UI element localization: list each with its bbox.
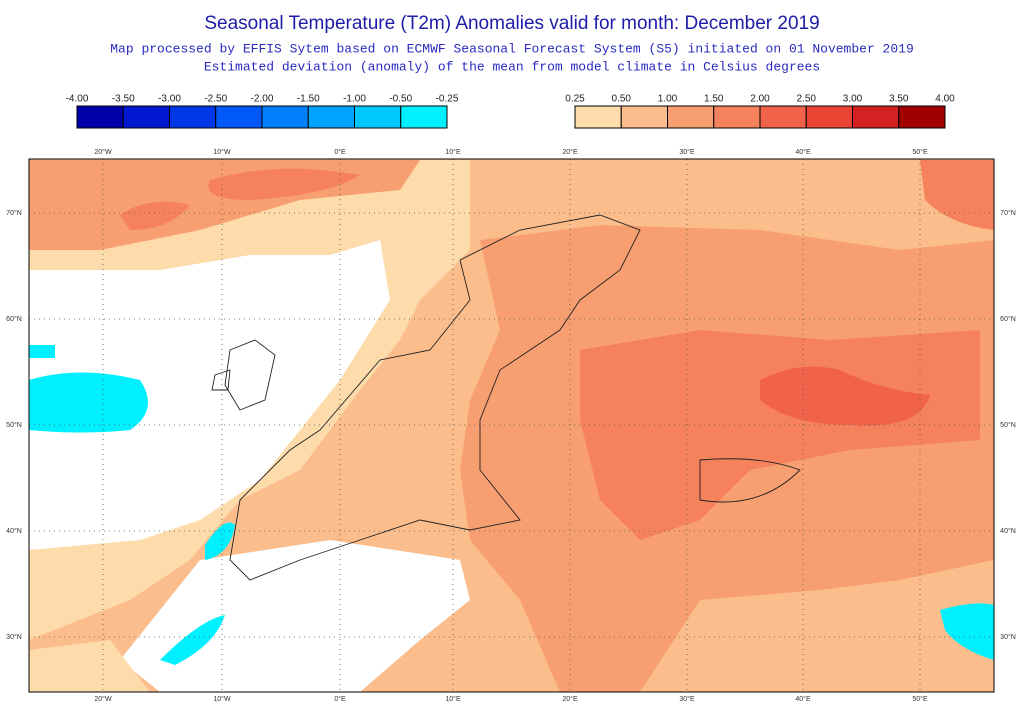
anomaly-field — [29, 345, 55, 358]
legend-swatch — [169, 105, 217, 129]
legend-swatch — [805, 105, 853, 129]
lon-label: 20°E — [562, 695, 578, 703]
legend-label: 3.00 — [843, 94, 863, 105]
legend-swatch — [620, 105, 668, 129]
legend-label: 2.50 — [797, 94, 817, 105]
anomaly-field — [205, 522, 235, 560]
lon-label: 50°E — [912, 695, 928, 703]
graticule — [29, 159, 994, 692]
anomaly-field — [29, 640, 150, 692]
legend-swatch — [76, 105, 124, 129]
legend-swatch — [307, 105, 355, 129]
legend-label: -0.25 — [436, 94, 459, 105]
legend-swatch — [261, 105, 309, 129]
legend-label: -2.00 — [251, 94, 274, 105]
lat-label: 40°N — [1000, 527, 1016, 535]
lon-label: 20°E — [562, 148, 578, 156]
subtitle: Estimated deviation (anomaly) of the mea… — [204, 59, 820, 74]
lat-label: 70°N — [6, 209, 22, 217]
lon-label: 30°E — [679, 695, 695, 703]
legend-swatch — [713, 105, 761, 129]
subtitle: Map processed by EFFIS Sytem based on EC… — [110, 41, 914, 56]
legend-label: 0.50 — [612, 94, 632, 105]
legend-swatch — [400, 105, 448, 129]
lon-label: 0°E — [334, 148, 346, 156]
legend-swatch — [215, 105, 263, 129]
lat-label: 50°N — [1000, 421, 1016, 429]
legend-label: 1.00 — [658, 94, 678, 105]
lon-label: 10°E — [445, 695, 461, 703]
legend-label: 4.00 — [935, 94, 955, 105]
anomaly-field — [940, 603, 994, 660]
lon-label: 40°E — [795, 695, 811, 703]
lon-label: 50°E — [912, 148, 928, 156]
lat-label: 70°N — [1000, 209, 1016, 217]
lon-label: 20°W — [94, 695, 112, 703]
legend-label: 0.25 — [565, 94, 585, 105]
legend-swatch — [574, 105, 622, 129]
legend-swatch — [122, 105, 170, 129]
lat-label: 50°N — [6, 421, 22, 429]
lon-label: 40°E — [795, 148, 811, 156]
lat-label: 30°N — [6, 633, 22, 641]
map-area — [29, 159, 994, 692]
legend-label: -1.50 — [297, 94, 320, 105]
legend-label: -0.50 — [389, 94, 412, 105]
lon-label: 30°E — [679, 148, 695, 156]
lon-label: 0°E — [334, 695, 346, 703]
legend-swatch — [667, 105, 715, 129]
lat-label: 60°N — [1000, 315, 1016, 323]
lat-label: 60°N — [6, 315, 22, 323]
legend-label: -3.00 — [158, 94, 181, 105]
title: Seasonal Temperature (T2m) Anomalies val… — [204, 13, 819, 34]
legend-label: 1.50 — [704, 94, 724, 105]
lat-label: 30°N — [1000, 633, 1016, 641]
anomaly-field — [208, 168, 360, 200]
anomaly-field — [760, 366, 930, 426]
legend-swatch — [759, 105, 807, 129]
lon-label: 10°W — [213, 695, 231, 703]
anomaly-field — [120, 540, 470, 692]
lat-label: 40°N — [6, 527, 22, 535]
anomaly-field — [580, 330, 980, 540]
coastline — [211, 214, 801, 581]
map-frame — [28, 158, 995, 693]
anomaly-field — [920, 160, 994, 230]
lon-label: 20°W — [94, 148, 112, 156]
legend-label: -4.00 — [66, 94, 89, 105]
legend-swatch — [852, 105, 900, 129]
anomaly-field — [29, 240, 390, 550]
anomaly-field — [120, 201, 190, 230]
anomaly-field — [29, 372, 148, 433]
legend-label: -2.50 — [204, 94, 227, 105]
legend-swatch — [898, 105, 946, 129]
legend-label: 3.50 — [889, 94, 909, 105]
lon-label: 10°W — [213, 148, 231, 156]
legend-swatch — [354, 105, 402, 129]
legend-label: -1.00 — [343, 94, 366, 105]
legend-label: 2.00 — [750, 94, 770, 105]
legend-label: -3.50 — [112, 94, 135, 105]
lon-label: 10°E — [445, 148, 461, 156]
anomaly-field — [160, 615, 225, 665]
